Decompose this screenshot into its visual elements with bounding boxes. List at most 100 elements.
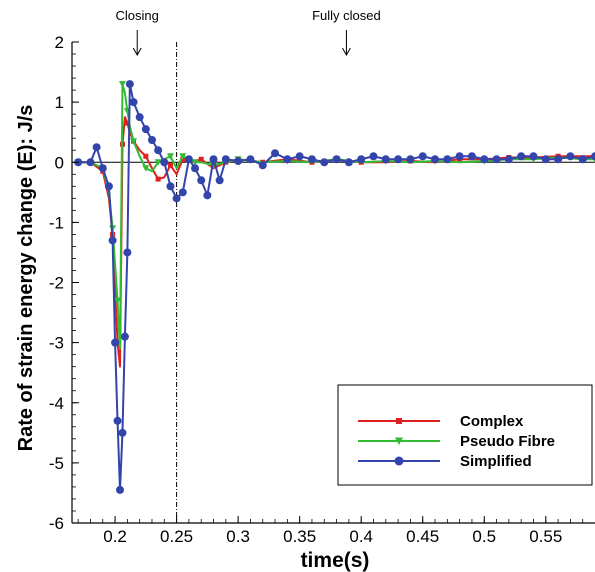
x-tick-label: 0.25 [160,527,193,546]
data-point [197,176,206,185]
legend-marker [396,418,402,424]
data-point [467,152,476,161]
data-point [394,155,403,164]
x-tick-label: 0.2 [103,527,127,546]
data-point [167,162,173,168]
legend-marker [394,456,404,466]
data-point [120,332,129,341]
data-point [198,156,204,162]
data-point [480,155,489,164]
data-point [191,159,199,166]
data-point [166,182,175,191]
data-point [344,158,353,167]
x-tick-label: 0.5 [472,527,496,546]
data-point [166,153,174,160]
data-point [492,155,501,164]
data-point [369,152,378,161]
annotation-arrowhead-icon [341,47,351,57]
x-tick-label: 0.3 [226,527,250,546]
data-point [129,98,138,107]
data-point [203,191,212,200]
data-point [406,155,415,164]
axes: -6 -5 -4 -3 -2 -1 0 1 2 0.2 0.25 0.3 0.35 0.4 0.45 0.5 0… [49,8,595,546]
data-point [179,153,187,160]
y-tick-label: -2 [49,274,64,293]
data-point [443,155,452,164]
data-point [125,80,134,89]
x-tick-label: 0.55 [529,527,562,546]
plot-area [72,42,595,523]
x-tick-label: 0.35 [283,527,316,546]
data-point [246,155,255,164]
legend: Complex Pseudo Fibre Simplified [337,384,593,486]
annotation-label: Fully closed [312,8,381,23]
y-tick-label: -6 [49,514,64,533]
data-point [154,159,162,166]
legend-label: Simplified [460,453,532,470]
data-point [147,136,156,145]
data-point [566,152,575,161]
data-point [154,146,163,155]
data-point [130,138,138,145]
data-point [271,149,280,158]
data-point [104,182,113,191]
data-point [92,143,101,152]
legend-label: Complex [460,413,524,430]
data-point [141,125,150,134]
data-point [108,236,117,245]
data-point [591,152,595,161]
y-tick-label: -1 [49,213,64,232]
data-point [191,164,200,173]
data-point [431,155,440,164]
data-point [155,176,161,182]
data-point [332,155,341,164]
data-point [209,155,218,164]
legend-box [337,384,593,486]
data-point [135,113,144,122]
data-point [517,152,526,161]
data-point [221,155,230,164]
annotation-label: Closing [116,8,159,23]
annotation-arrowhead-icon [132,47,142,57]
data-point [115,485,124,494]
data-point [86,158,95,167]
y-tick-label: -3 [49,334,64,353]
data-point [320,158,329,167]
y-tick-label: 0 [55,153,64,172]
data-point [234,157,243,166]
data-point [114,297,122,305]
legend-label: Pseudo Fibre [460,433,555,450]
data-point [124,120,130,126]
x-tick-label: 0.4 [349,527,373,546]
y-tick-label: 2 [55,33,64,52]
data-point [184,155,193,164]
y-tick-label: -5 [49,454,64,473]
data-point [529,152,538,161]
data-point [143,153,149,159]
data-point [160,158,169,167]
data-point [283,155,292,164]
series-line-pseudo-fibre [78,83,595,350]
data-point [142,165,150,172]
data-point [118,81,126,88]
x-tick-label: 0.45 [406,527,439,546]
data-point [418,152,427,161]
x-axis-label: time(s) [301,549,370,572]
series-line-complex [78,116,595,368]
data-point [172,194,181,203]
data-point [118,428,127,437]
data-point [123,248,132,257]
y-tick-label: 1 [55,93,64,112]
data-point [98,164,107,173]
data-point [455,152,464,161]
data-point [178,188,187,197]
data-point [113,416,122,425]
data-point [258,161,267,170]
data-point [541,155,550,164]
legend-marker [395,437,403,445]
data-point [111,338,120,347]
data-point [381,155,390,164]
y-axis-label: Rate of strain energy change (E): J/s [15,105,37,452]
data-point [578,155,587,164]
